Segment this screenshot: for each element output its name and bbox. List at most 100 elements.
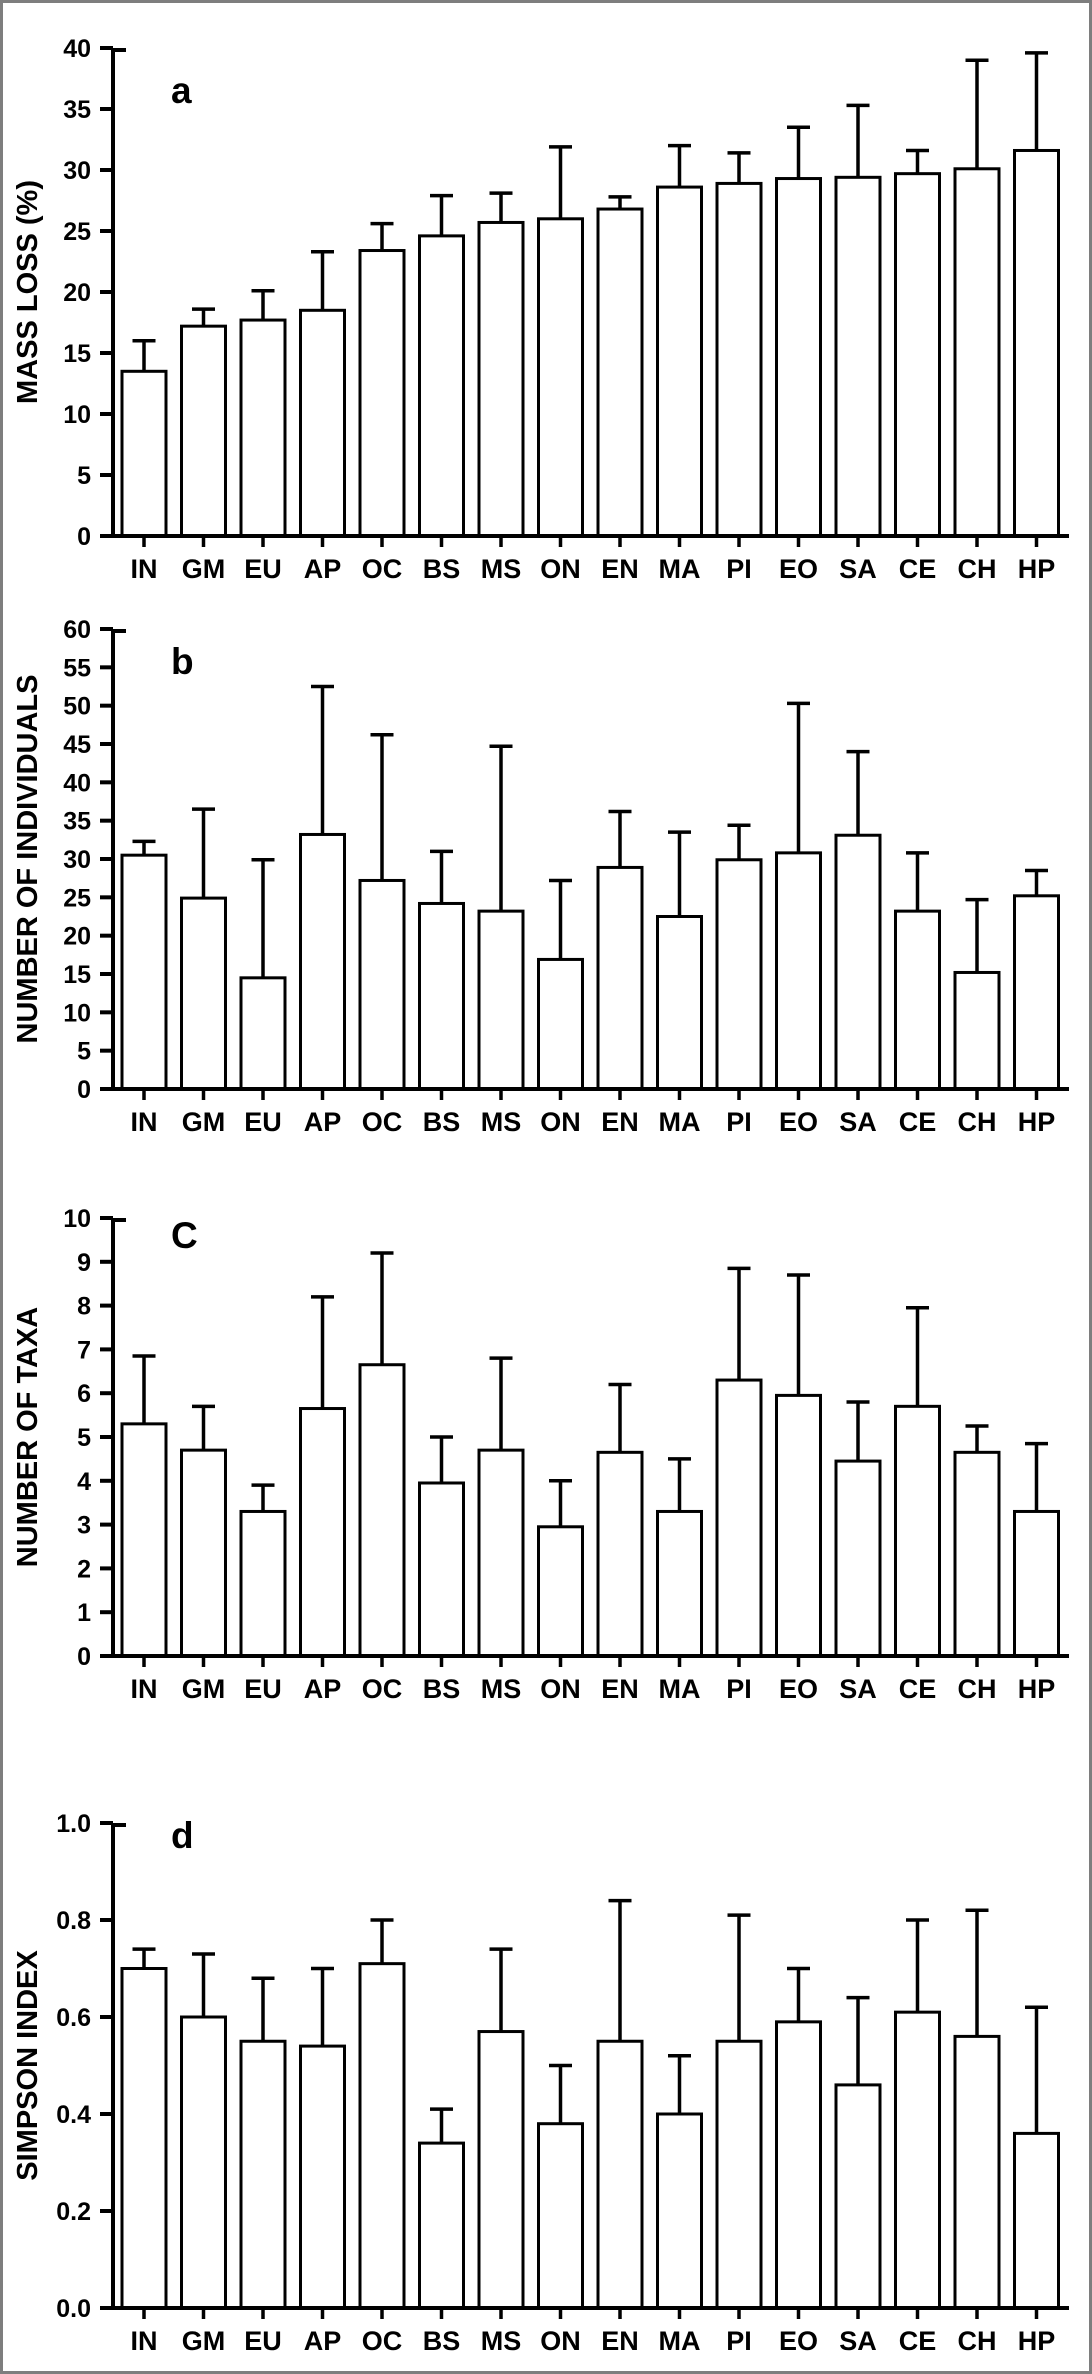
bar-ON <box>537 217 584 538</box>
y-tick-label: 25 <box>63 218 91 246</box>
bar-OC <box>358 1363 406 1658</box>
y-tick-label: 10 <box>63 999 91 1027</box>
bar-AP <box>299 2044 346 2310</box>
x-tick-label-BS: BS <box>423 2326 461 2356</box>
bar-chart-number-of-taxa: 0 1 2 3 4 5 6 7 8 9 10 IN GM EU AP OC BS MS ON EN MA PI EO SA CE… <box>12 1205 1069 1704</box>
bar-OC <box>358 878 406 1091</box>
bar-GM <box>180 896 227 1091</box>
y-tick-label: 50 <box>63 693 91 721</box>
bar-EU <box>239 318 287 538</box>
bar-CE <box>894 172 941 538</box>
bar-AP <box>299 832 346 1091</box>
chart-panel-c: 0 1 2 3 4 5 6 7 8 9 10 IN GM EU AP OC BS MS ON EN MA PI EO SA CE… <box>3 1187 1089 1779</box>
x-tick-label-ON: ON <box>540 554 581 584</box>
bar-HP <box>1013 1509 1060 1658</box>
y-axis-title: SIMPSON INDEX <box>12 1950 44 2181</box>
x-tick-label-ON: ON <box>540 1674 581 1704</box>
bar-EU <box>239 1509 287 1658</box>
y-tick-label: 45 <box>63 731 91 759</box>
bar-PI <box>715 2039 763 2310</box>
bar-EO <box>775 177 822 538</box>
x-tick-label-MS: MS <box>481 554 522 584</box>
bar-SA <box>834 175 882 538</box>
x-tick-label-PI: PI <box>726 554 752 584</box>
x-tick-label-PI: PI <box>726 2326 752 2356</box>
bar-ON <box>537 2122 584 2310</box>
y-tick-label: 4 <box>77 1468 91 1496</box>
x-tick-label-HP: HP <box>1018 554 1056 584</box>
y-tick-label: 5 <box>77 1038 91 1066</box>
panel-letter: d <box>171 1815 194 1856</box>
y-axis-title: NUMBER OF TAXA <box>12 1307 44 1568</box>
bar-IN <box>120 369 168 538</box>
chart-panel-b: 0 5 10 15 20 25 30 35 40 45 50 55 60 IN GM EU AP OC BS MS ON… <box>3 595 1089 1187</box>
x-tick-label-CE: CE <box>899 1674 937 1704</box>
x-tick-label-OC: OC <box>362 554 403 584</box>
panel-letter: C <box>171 1215 198 1256</box>
y-tick-label: 30 <box>63 157 91 185</box>
bar-EN <box>596 207 644 538</box>
bar-ON <box>537 1525 584 1658</box>
x-tick-label-OC: OC <box>362 1674 403 1704</box>
bar-CE <box>894 2010 941 2310</box>
x-tick-label-GM: GM <box>182 554 226 584</box>
y-tick-label: 9 <box>77 1249 91 1277</box>
x-tick-label-CH: CH <box>958 1107 997 1137</box>
x-tick-label-OC: OC <box>362 2326 403 2356</box>
y-tick-label: 7 <box>77 1336 91 1364</box>
x-tick-label-SA: SA <box>839 2326 877 2356</box>
y-axis-title: NUMBER OF INDIVIDUALS <box>12 675 44 1044</box>
y-tick-label: 5 <box>77 462 91 490</box>
bar-CH <box>953 2034 1001 2310</box>
y-tick-label: 0.0 <box>56 2295 91 2323</box>
bar-MS <box>477 1448 525 1658</box>
bar-CH <box>953 1450 1001 1658</box>
y-axis-title: MASS LOSS (%) <box>12 180 44 404</box>
x-tick-label-EO: EO <box>779 1674 818 1704</box>
y-tick-label: 40 <box>63 769 91 797</box>
y-tick-label: 10 <box>63 1205 91 1233</box>
bar-MA <box>656 1509 703 1658</box>
bar-MA <box>656 915 703 1091</box>
x-tick-label-PI: PI <box>726 1674 752 1704</box>
y-tick-label: 8 <box>77 1293 91 1321</box>
bar-EO <box>775 2020 822 2310</box>
bar-CE <box>894 909 941 1091</box>
bar-BS <box>418 901 465 1091</box>
x-tick-label-CH: CH <box>958 1674 997 1704</box>
bar-HP <box>1013 2131 1060 2310</box>
y-tick-label: 60 <box>63 616 91 644</box>
y-tick-label: 35 <box>63 808 91 836</box>
x-tick-label-EU: EU <box>244 554 282 584</box>
y-tick-label: 6 <box>77 1380 91 1408</box>
bar-MS <box>477 2030 525 2310</box>
x-tick-label-GM: GM <box>182 1107 226 1137</box>
x-tick-label-EO: EO <box>779 554 818 584</box>
bar-HP <box>1013 148 1060 538</box>
y-tick-label: 30 <box>63 846 91 874</box>
bar-EN <box>596 1450 644 1658</box>
bar-IN <box>120 853 168 1091</box>
x-tick-label-EU: EU <box>244 1107 282 1137</box>
x-tick-label-BS: BS <box>423 1107 461 1137</box>
bar-SA <box>834 833 882 1091</box>
x-tick-label-IN: IN <box>131 554 158 584</box>
x-tick-label-CH: CH <box>958 554 997 584</box>
bar-PI <box>715 181 763 538</box>
x-tick-label-IN: IN <box>131 1107 158 1137</box>
y-tick-label: 1.0 <box>56 1810 91 1838</box>
x-tick-label-GM: GM <box>182 1674 226 1704</box>
x-tick-label-HP: HP <box>1018 2326 1056 2356</box>
bar-SA <box>834 1459 882 1658</box>
x-tick-label-MA: MA <box>659 554 701 584</box>
bar-chart-simpson-index: 0.0 0.2 0.4 0.6 0.8 1.0 IN GM EU AP OC BS MS ON EN MA PI… <box>12 1810 1069 2356</box>
bar-MA <box>656 2112 703 2310</box>
bar-EU <box>239 976 287 1091</box>
bar-ON <box>537 957 584 1091</box>
y-tick-label: 55 <box>63 654 91 682</box>
x-tick-label-EN: EN <box>601 1107 639 1137</box>
y-tick-label: 40 <box>63 35 91 63</box>
x-tick-label-AP: AP <box>304 2326 342 2356</box>
bar-EO <box>775 1393 822 1658</box>
panel-letter: b <box>171 641 194 682</box>
